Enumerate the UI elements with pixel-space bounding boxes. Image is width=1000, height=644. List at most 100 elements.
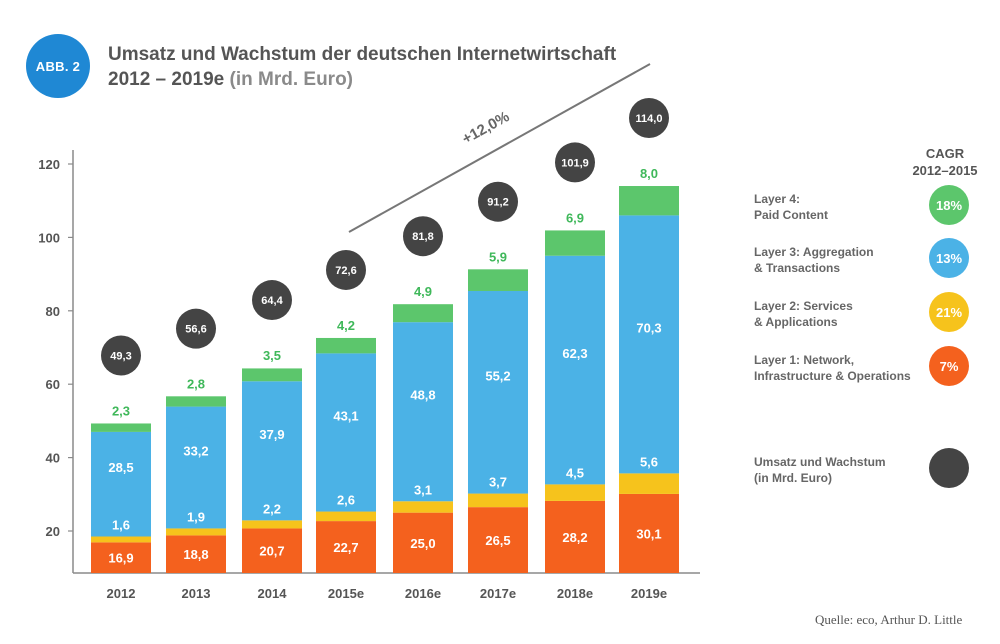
total-value-label: 81,8	[412, 231, 433, 243]
total-value-label: 101,9	[561, 157, 589, 169]
legend-label: Layer 2: Services & Applications	[754, 299, 853, 329]
y-tick-label: 40	[46, 451, 60, 466]
title-line-1: Umsatz und Wachstum der deutschen Intern…	[108, 44, 617, 65]
bar-segment-layer1	[242, 368, 302, 382]
layer4-value-label: 8,0	[640, 166, 658, 181]
legend-cagr-badge	[929, 448, 969, 488]
y-tick-label: 120	[38, 157, 60, 172]
legend-cagr-badge: 18%	[929, 185, 969, 225]
total-value-label: 72,6	[335, 265, 356, 277]
x-tick-label: 2012	[107, 586, 136, 601]
layer1-value-label: 30,1	[636, 526, 661, 541]
layer3-value-label: 48,8	[410, 388, 435, 403]
total-bubble	[555, 142, 595, 183]
layer1-value-label: 18,8	[183, 547, 208, 562]
y-tick-label: 100	[38, 230, 60, 245]
bar-segment-layer3	[393, 322, 453, 502]
layer2-value-label: 1,6	[112, 518, 130, 533]
layer3-value-label: 62,3	[562, 346, 587, 361]
layer1-value-label: 20,7	[259, 544, 284, 559]
bar-segment-layer2	[619, 473, 679, 494]
total-bubble	[478, 181, 518, 222]
x-tick-label: 2018e	[557, 586, 593, 601]
layer1-value-label: 28,2	[562, 530, 587, 545]
legend-item: Layer 2: Services & Applications 21%	[754, 292, 1000, 336]
x-tick-label: 2015e	[328, 586, 364, 601]
bar-segment-layer2	[91, 536, 151, 543]
legend-cagr-badge: 7%	[929, 346, 969, 386]
bar-segment-layer1	[91, 542, 151, 573]
total-bubble	[629, 98, 669, 139]
bar-segment-layer2	[316, 511, 376, 522]
total-bubble	[252, 280, 292, 321]
bar-segment-layer2	[393, 501, 453, 513]
legend-label: Layer 3: Aggregation & Transactions	[754, 245, 874, 275]
growth-trend-line	[348, 63, 651, 233]
bar-segment-layer3	[242, 381, 302, 521]
layer1-value-label: 22,7	[333, 540, 358, 555]
bar-segment-layer1	[619, 493, 679, 573]
layer1-value-label: 25,0	[410, 536, 435, 551]
layer4-value-label: 6,9	[566, 210, 584, 225]
y-tick-label: 60	[46, 377, 60, 392]
layer4-value-label: 5,9	[489, 250, 507, 265]
layer3-value-label: 28,5	[108, 460, 133, 475]
y-tick-label: 20	[46, 524, 60, 539]
legend-cagr-badge: 13%	[929, 238, 969, 278]
total-value-label: 64,4	[261, 295, 283, 307]
cagr-header-title: CAGR	[925, 146, 965, 161]
legend-item: Layer 3: Aggregation & Transactions 13%	[754, 238, 1000, 282]
layer3-value-label: 55,2	[485, 368, 510, 383]
bar-segment-layer2	[166, 528, 226, 536]
total-bubble	[176, 308, 216, 349]
cagr-header-period: 2012–2015	[912, 163, 978, 178]
chart-title: Umsatz und Wachstum der deutschen Intern…	[108, 42, 616, 92]
layer1-value-label: 26,5	[485, 533, 510, 548]
source-note: Quelle: eco, Arthur D. Little	[815, 612, 963, 627]
total-bubble	[326, 249, 366, 290]
x-tick-label: 2016e	[405, 586, 441, 601]
bar-segment-layer1	[619, 186, 679, 216]
total-bubble	[101, 335, 141, 376]
title-years: 2012 – 2019e	[108, 69, 225, 90]
bar-segment-layer1	[468, 507, 528, 573]
legend-item: Layer 1: Network, Infrastructure & Opera…	[754, 346, 1000, 390]
bar-segment-layer3	[468, 290, 528, 494]
layer2-value-label: 3,1	[414, 482, 432, 497]
title-unit: (in Mrd. Euro)	[229, 69, 353, 90]
layer4-value-label: 2,3	[112, 403, 130, 418]
legend-label: Layer 1: Network, Infrastructure & Opera…	[754, 353, 911, 383]
bar-segment-layer3	[545, 255, 605, 485]
growth-rate-label: +12,0%	[459, 108, 512, 148]
bar-segment-layer1	[166, 535, 226, 573]
layer2-value-label: 2,6	[337, 493, 355, 508]
bar-segment-layer3	[91, 431, 151, 537]
layer4-value-label: 4,9	[414, 284, 432, 299]
total-value-label: 114,0	[636, 113, 663, 125]
layer4-value-label: 3,5	[263, 348, 281, 363]
legend-item: Umsatz und Wachstum (in Mrd. Euro)	[754, 448, 1000, 492]
bar-segment-layer2	[242, 520, 302, 529]
legend-item: Layer 4: Paid Content 18%	[754, 185, 1000, 229]
total-bubble	[403, 216, 443, 257]
layer2-value-label: 1,9	[187, 509, 205, 524]
layer2-value-label: 2,2	[263, 501, 281, 516]
legend-label: Layer 4: Paid Content	[754, 192, 828, 222]
bar-segment-layer1	[545, 230, 605, 256]
y-tick-label: 80	[46, 304, 60, 319]
bar-segment-layer3	[166, 406, 226, 529]
x-tick-label: 2014	[258, 586, 288, 601]
cagr-header: CAGR 2012–2015	[890, 145, 1000, 179]
layer2-value-label: 5,6	[640, 454, 658, 469]
layer3-value-label: 33,2	[183, 444, 208, 459]
total-value-label: 56,6	[185, 324, 206, 336]
total-value-label: 49,3	[110, 350, 131, 362]
bar-segment-layer2	[468, 493, 528, 508]
layer2-value-label: 3,7	[489, 475, 507, 490]
x-tick-label: 2017e	[480, 586, 516, 601]
bar-segment-layer1	[393, 304, 453, 323]
layer3-value-label: 43,1	[333, 408, 358, 423]
bar-segment-layer1	[316, 337, 376, 354]
layer4-value-label: 2,8	[187, 377, 205, 392]
